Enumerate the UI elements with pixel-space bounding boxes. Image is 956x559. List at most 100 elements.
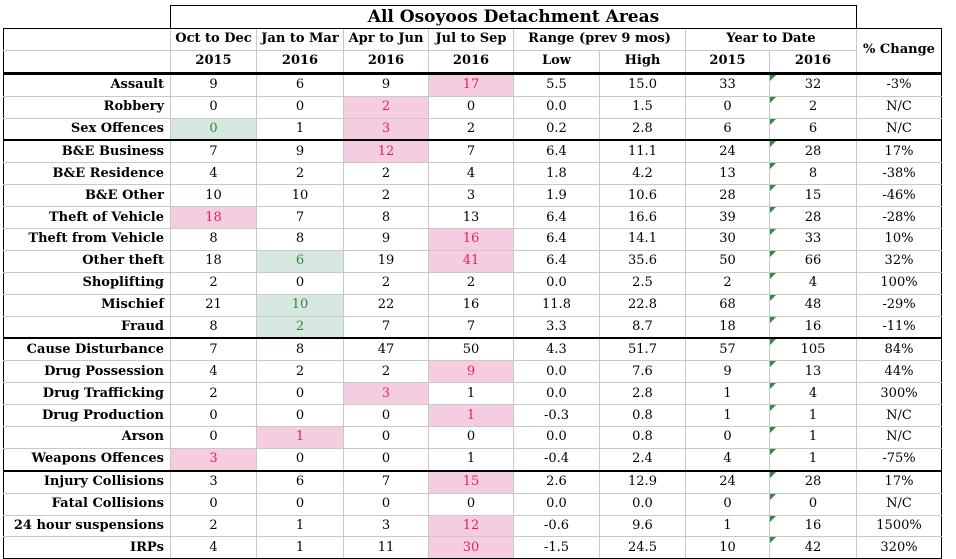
cell-q2-2016: 10 (256, 184, 344, 208)
cell-q4-2016: 0 (428, 492, 514, 516)
cell-range-low: 6.4 (513, 249, 600, 273)
cell-q2-2016: 2 (256, 162, 344, 186)
cell-ytd-2016: 28 (769, 139, 857, 164)
cell-q3-2016: 3 (343, 117, 429, 142)
cell-range-low: -1.5 (513, 536, 600, 559)
cell-range-low: 6.4 (513, 206, 600, 230)
cell-range-high: 10.6 (599, 184, 686, 208)
table-row: Sex Offences 0 1 3 2 0.2 2.8 6 6 N/C (3, 117, 942, 142)
cell-q2-2016: 2 (256, 360, 344, 384)
cell-ytd-2016: 16 (769, 315, 857, 340)
table-row: IRPs 4 1 11 30 -1.5 24.5 10 42 320% (3, 536, 942, 559)
row-label: Other theft (3, 249, 171, 273)
cell-q1-2015: 0 (170, 426, 257, 449)
cell-q2-2016: 0 (256, 382, 344, 406)
col-header-q3-year: 2016 (343, 49, 429, 75)
cell-q1-2015: 21 (170, 293, 257, 317)
cell-range-low: 0.0 (513, 426, 600, 449)
cell-pct-change: 17% (856, 139, 942, 164)
cell-range-low: 0.0 (513, 271, 600, 295)
cell-q1-2015: 7 (170, 139, 257, 164)
table-row: Drug Possession 4 2 2 9 0.0 7.6 9 13 44% (3, 360, 942, 384)
table-row: Mischief 21 10 22 16 11.8 22.8 68 48 -29% (3, 293, 942, 317)
cell-range-high: 24.5 (599, 536, 686, 559)
cell-q4-2016: 0 (428, 426, 514, 449)
cell-q2-2016: 0 (256, 404, 344, 428)
cell-range-high: 14.1 (599, 228, 686, 251)
row-label: Injury Collisions (3, 470, 171, 494)
cell-ytd-2015: 0 (685, 95, 770, 119)
cell-q2-2016: 7 (256, 206, 344, 230)
cell-ytd-2015: 50 (685, 249, 770, 273)
row-label: Theft of Vehicle (3, 206, 171, 230)
cell-ytd-2016: 4 (769, 271, 857, 295)
cell-pct-change: N/C (856, 117, 942, 142)
cell-pct-change: 300% (856, 382, 942, 406)
col-header-range: Range (prev 9 mos) (513, 28, 686, 51)
cell-ytd-2016: 66 (769, 249, 857, 273)
cell-q3-2016: 22 (343, 293, 429, 317)
cell-q1-2015: 7 (170, 337, 257, 362)
col-header-ytd-2015: 2015 (685, 49, 770, 75)
table-row: Fraud 8 2 7 7 3.3 8.7 18 16 -11% (3, 315, 942, 340)
cell-q2-2016: 8 (256, 337, 344, 362)
cell-ytd-2015: 1 (685, 404, 770, 428)
cell-q1-2015: 4 (170, 536, 257, 559)
row-label: Cause Disturbance (3, 337, 171, 362)
cell-pct-change: -28% (856, 206, 942, 230)
col-header-pct-change: % Change (856, 28, 942, 75)
cell-q4-2016: 12 (428, 514, 514, 538)
table-row: Robbery 0 0 2 0 0.0 1.5 0 2 N/C (3, 95, 942, 119)
cell-range-low: 6.4 (513, 228, 600, 251)
cell-q4-2016: 2 (428, 271, 514, 295)
cell-q1-2015: 8 (170, 315, 257, 340)
cell-ytd-2016: 15 (769, 184, 857, 208)
cell-ytd-2016: 1 (769, 404, 857, 428)
cell-q3-2016: 19 (343, 249, 429, 273)
cell-q4-2016: 1 (428, 382, 514, 406)
cell-q4-2016: 2 (428, 117, 514, 142)
cell-ytd-2015: 2 (685, 271, 770, 295)
col-header-q1-period: Oct to Dec (170, 28, 257, 51)
cell-q1-2015: 0 (170, 117, 257, 142)
cell-q4-2016: 41 (428, 249, 514, 273)
cell-q2-2016: 0 (256, 447, 344, 472)
cell-ytd-2015: 0 (685, 426, 770, 449)
cell-q3-2016: 9 (343, 228, 429, 251)
cell-q1-2015: 2 (170, 271, 257, 295)
col-header-year-to-date: Year to Date (685, 28, 857, 51)
cell-range-low: 0.0 (513, 95, 600, 119)
cell-q1-2015: 2 (170, 382, 257, 406)
cell-ytd-2016: 33 (769, 228, 857, 251)
cell-q2-2016: 0 (256, 271, 344, 295)
cell-pct-change: -46% (856, 184, 942, 208)
row-label: Drug Trafficking (3, 382, 171, 406)
cell-pct-change: 17% (856, 470, 942, 494)
cell-ytd-2015: 10 (685, 536, 770, 559)
cell-ytd-2015: 68 (685, 293, 770, 317)
cell-q2-2016: 8 (256, 228, 344, 251)
cell-ytd-2015: 9 (685, 360, 770, 384)
cell-pct-change: 44% (856, 360, 942, 384)
cell-ytd-2015: 4 (685, 447, 770, 472)
cell-q4-2016: 9 (428, 360, 514, 384)
cell-q3-2016: 8 (343, 206, 429, 230)
row-label: Arson (3, 426, 171, 449)
table-row: Weapons Offences 3 0 0 1 -0.4 2.4 4 1 -75% (3, 447, 942, 472)
cell-ytd-2016: 16 (769, 514, 857, 538)
cell-q4-2016: 3 (428, 184, 514, 208)
cell-q1-2015: 0 (170, 404, 257, 428)
cell-q3-2016: 2 (343, 184, 429, 208)
cell-range-low: 6.4 (513, 139, 600, 164)
cell-q1-2015: 3 (170, 470, 257, 494)
table-row: B&E Residence 4 2 2 4 1.8 4.2 13 8 -38% (3, 162, 942, 186)
table-row: Assault 9 6 9 17 5.5 15.0 33 32 -3% (3, 72, 942, 97)
cell-ytd-2015: 18 (685, 315, 770, 340)
cell-q3-2016: 2 (343, 162, 429, 186)
cell-ytd-2015: 1 (685, 382, 770, 406)
cell-range-low: 1.8 (513, 162, 600, 186)
cell-range-high: 0.8 (599, 426, 686, 449)
cell-ytd-2015: 6 (685, 117, 770, 142)
cell-range-low: 0.2 (513, 117, 600, 142)
row-label: B&E Other (3, 184, 171, 208)
